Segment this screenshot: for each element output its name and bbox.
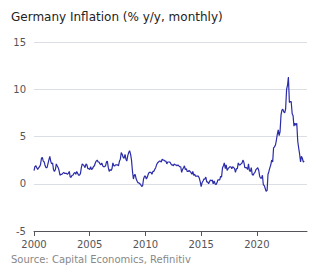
svg-text:Source: Capital Economics, Ref: Source: Capital Economics, Refinitiv — [11, 254, 191, 265]
svg-text:Germany Inflation (% y/y, mont: Germany Inflation (% y/y, monthly) — [11, 10, 223, 24]
svg-text:2010: 2010 — [133, 239, 158, 250]
svg-text:15: 15 — [13, 37, 26, 48]
svg-text:2020: 2020 — [244, 239, 269, 250]
svg-text:2005: 2005 — [77, 239, 102, 250]
svg-text:0: 0 — [20, 178, 26, 189]
svg-text:2000: 2000 — [21, 239, 46, 250]
svg-text:5: 5 — [20, 131, 26, 142]
svg-text:10: 10 — [13, 84, 26, 95]
svg-text:2015: 2015 — [188, 239, 213, 250]
svg-text:-5: -5 — [16, 226, 26, 237]
